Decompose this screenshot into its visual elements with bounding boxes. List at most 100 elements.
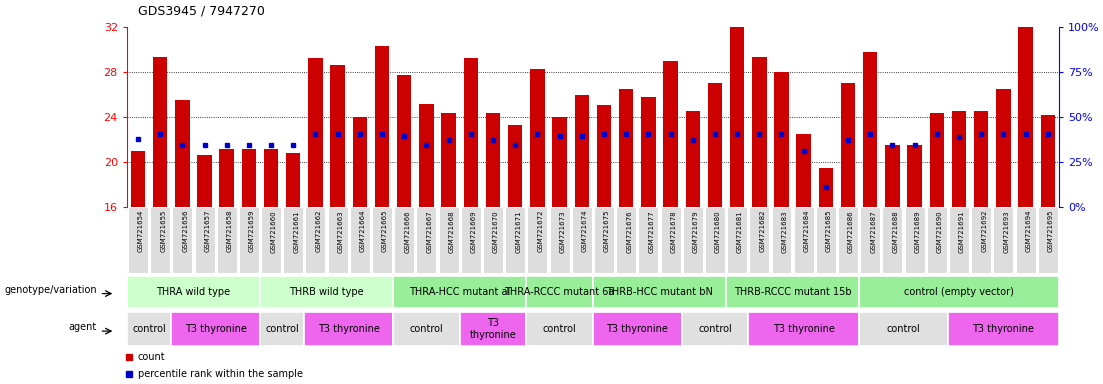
Bar	[575, 94, 589, 207]
Text: GSM721679: GSM721679	[693, 210, 698, 253]
Text: GSM721668: GSM721668	[449, 210, 454, 253]
FancyBboxPatch shape	[239, 207, 259, 273]
FancyBboxPatch shape	[526, 313, 593, 346]
Bar	[974, 111, 988, 207]
FancyBboxPatch shape	[460, 313, 526, 346]
Bar	[597, 105, 611, 207]
FancyBboxPatch shape	[171, 313, 260, 346]
Text: GSM721656: GSM721656	[182, 210, 189, 252]
Text: control: control	[409, 324, 443, 334]
FancyBboxPatch shape	[461, 207, 481, 273]
FancyBboxPatch shape	[816, 207, 836, 273]
Text: GSM721686: GSM721686	[848, 210, 854, 253]
Bar	[286, 153, 300, 207]
FancyBboxPatch shape	[306, 207, 325, 273]
Text: THRB-HCC mutant bN: THRB-HCC mutant bN	[606, 287, 713, 297]
Text: GSM721655: GSM721655	[160, 210, 167, 252]
Text: GSM721693: GSM721693	[1004, 210, 1009, 253]
Bar	[553, 117, 567, 207]
Bar	[242, 149, 256, 207]
Bar	[685, 111, 700, 207]
FancyBboxPatch shape	[682, 313, 748, 346]
Text: GSM721675: GSM721675	[604, 210, 610, 252]
Bar	[663, 61, 677, 207]
Text: count: count	[138, 352, 165, 362]
Text: control: control	[698, 324, 731, 334]
Bar	[353, 117, 367, 207]
Text: GSM721665: GSM721665	[382, 210, 388, 252]
Text: GSM721674: GSM721674	[581, 210, 588, 252]
FancyBboxPatch shape	[172, 207, 192, 273]
Text: GSM721663: GSM721663	[338, 210, 344, 253]
Text: GSM721664: GSM721664	[360, 210, 366, 252]
FancyBboxPatch shape	[328, 207, 347, 273]
Bar	[619, 89, 633, 207]
FancyBboxPatch shape	[595, 207, 614, 273]
Bar	[131, 151, 146, 207]
FancyBboxPatch shape	[593, 313, 682, 346]
Bar	[774, 72, 789, 207]
Bar	[508, 125, 523, 207]
Bar	[485, 113, 501, 207]
Text: GSM721661: GSM721661	[293, 210, 299, 253]
FancyBboxPatch shape	[838, 207, 858, 273]
Bar	[863, 52, 878, 207]
FancyBboxPatch shape	[150, 207, 170, 273]
Text: GSM721678: GSM721678	[671, 210, 676, 253]
Text: GSM721681: GSM721681	[737, 210, 743, 253]
FancyBboxPatch shape	[283, 207, 303, 273]
Text: GSM721671: GSM721671	[515, 210, 522, 253]
Text: GSM721662: GSM721662	[315, 210, 321, 252]
FancyBboxPatch shape	[749, 207, 769, 273]
FancyBboxPatch shape	[350, 207, 370, 273]
Text: GSM721680: GSM721680	[715, 210, 721, 253]
Text: control: control	[543, 324, 577, 334]
FancyBboxPatch shape	[771, 207, 792, 273]
FancyBboxPatch shape	[859, 276, 1059, 308]
FancyBboxPatch shape	[904, 207, 924, 273]
FancyBboxPatch shape	[261, 207, 281, 273]
Text: GSM721692: GSM721692	[982, 210, 987, 252]
FancyBboxPatch shape	[617, 207, 636, 273]
Text: THRB-RCCC mutant 15b: THRB-RCCC mutant 15b	[733, 287, 852, 297]
FancyBboxPatch shape	[417, 207, 437, 273]
FancyBboxPatch shape	[394, 207, 415, 273]
Bar	[175, 100, 190, 207]
FancyBboxPatch shape	[748, 313, 859, 346]
Text: control (empty vector): control (empty vector)	[904, 287, 1014, 297]
Text: GSM721672: GSM721672	[537, 210, 544, 252]
Text: control: control	[266, 324, 299, 334]
Bar	[331, 65, 345, 207]
FancyBboxPatch shape	[393, 276, 526, 308]
Text: GSM721682: GSM721682	[759, 210, 765, 252]
FancyBboxPatch shape	[1038, 207, 1058, 273]
FancyBboxPatch shape	[260, 313, 304, 346]
FancyBboxPatch shape	[526, 276, 593, 308]
Bar	[463, 58, 478, 207]
FancyBboxPatch shape	[127, 276, 260, 308]
FancyBboxPatch shape	[927, 207, 946, 273]
Bar	[818, 168, 833, 207]
FancyBboxPatch shape	[661, 207, 681, 273]
Text: GSM721667: GSM721667	[427, 210, 432, 253]
Text: GSM721677: GSM721677	[649, 210, 654, 253]
Text: GSM721658: GSM721658	[227, 210, 233, 252]
FancyBboxPatch shape	[726, 276, 859, 308]
Bar	[641, 97, 655, 207]
Text: control: control	[887, 324, 920, 334]
Text: GSM721690: GSM721690	[936, 210, 943, 253]
Text: GSM721688: GSM721688	[892, 210, 899, 253]
Text: THRA-HCC mutant al: THRA-HCC mutant al	[409, 287, 511, 297]
FancyBboxPatch shape	[705, 207, 725, 273]
Bar	[153, 57, 168, 207]
Text: GSM721659: GSM721659	[249, 210, 255, 252]
Text: genotype/variation: genotype/variation	[4, 285, 97, 295]
Text: THRA-RCCC mutant 6a: THRA-RCCC mutant 6a	[504, 287, 614, 297]
Bar	[796, 134, 811, 207]
Text: GSM721691: GSM721691	[959, 210, 965, 253]
FancyBboxPatch shape	[794, 207, 814, 273]
FancyBboxPatch shape	[260, 276, 393, 308]
Text: GSM721685: GSM721685	[826, 210, 832, 252]
Bar	[1040, 115, 1054, 207]
Bar	[264, 149, 278, 207]
